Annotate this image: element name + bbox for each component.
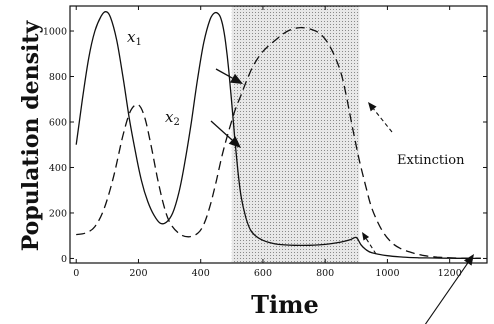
- series-line-x1: [75, 11, 481, 260]
- x-tick-label: 800: [316, 268, 334, 279]
- arrow-to-x1-decline: [215, 68, 243, 84]
- arrow-to-x1-drop: [362, 232, 377, 255]
- arrow-to-x2-rise: [210, 120, 241, 148]
- x-tick-label: 1000: [375, 268, 399, 279]
- series-label-x2: x2: [165, 108, 180, 128]
- extinction-label: Extinction: [397, 153, 465, 168]
- y-tick-label: 200: [49, 208, 67, 219]
- x-tick-label: 200: [129, 268, 147, 279]
- annotation-arrows: [210, 68, 474, 324]
- ticks-layer: 0 200 400 600 800 1000 1200 0 200 400 600 800 1000: [43, 6, 487, 279]
- series-label-x1: x1: [127, 28, 142, 48]
- shaded-interval: [231, 6, 360, 263]
- y-tick-label: 600: [49, 117, 67, 128]
- x-tick-label: 1200: [438, 268, 462, 279]
- x-tick-label: 600: [254, 268, 272, 279]
- y-axis-label: Population density: [18, 20, 44, 252]
- plot-frame: [69, 5, 488, 264]
- y-tick-label: 0: [61, 254, 67, 265]
- series-layer: [75, 11, 481, 260]
- y-tick-label: 1000: [43, 27, 67, 38]
- x-axis-label: Time: [251, 290, 319, 319]
- arrow-extinction: [424, 254, 474, 324]
- arrow-to-x2-decline: [368, 102, 393, 133]
- x-tick-label: 0: [73, 268, 79, 279]
- y-tick-label: 800: [49, 72, 67, 83]
- x-tick-label: 400: [192, 268, 210, 279]
- y-tick-label: 400: [49, 163, 67, 174]
- series-line-x2: [76, 26, 481, 259]
